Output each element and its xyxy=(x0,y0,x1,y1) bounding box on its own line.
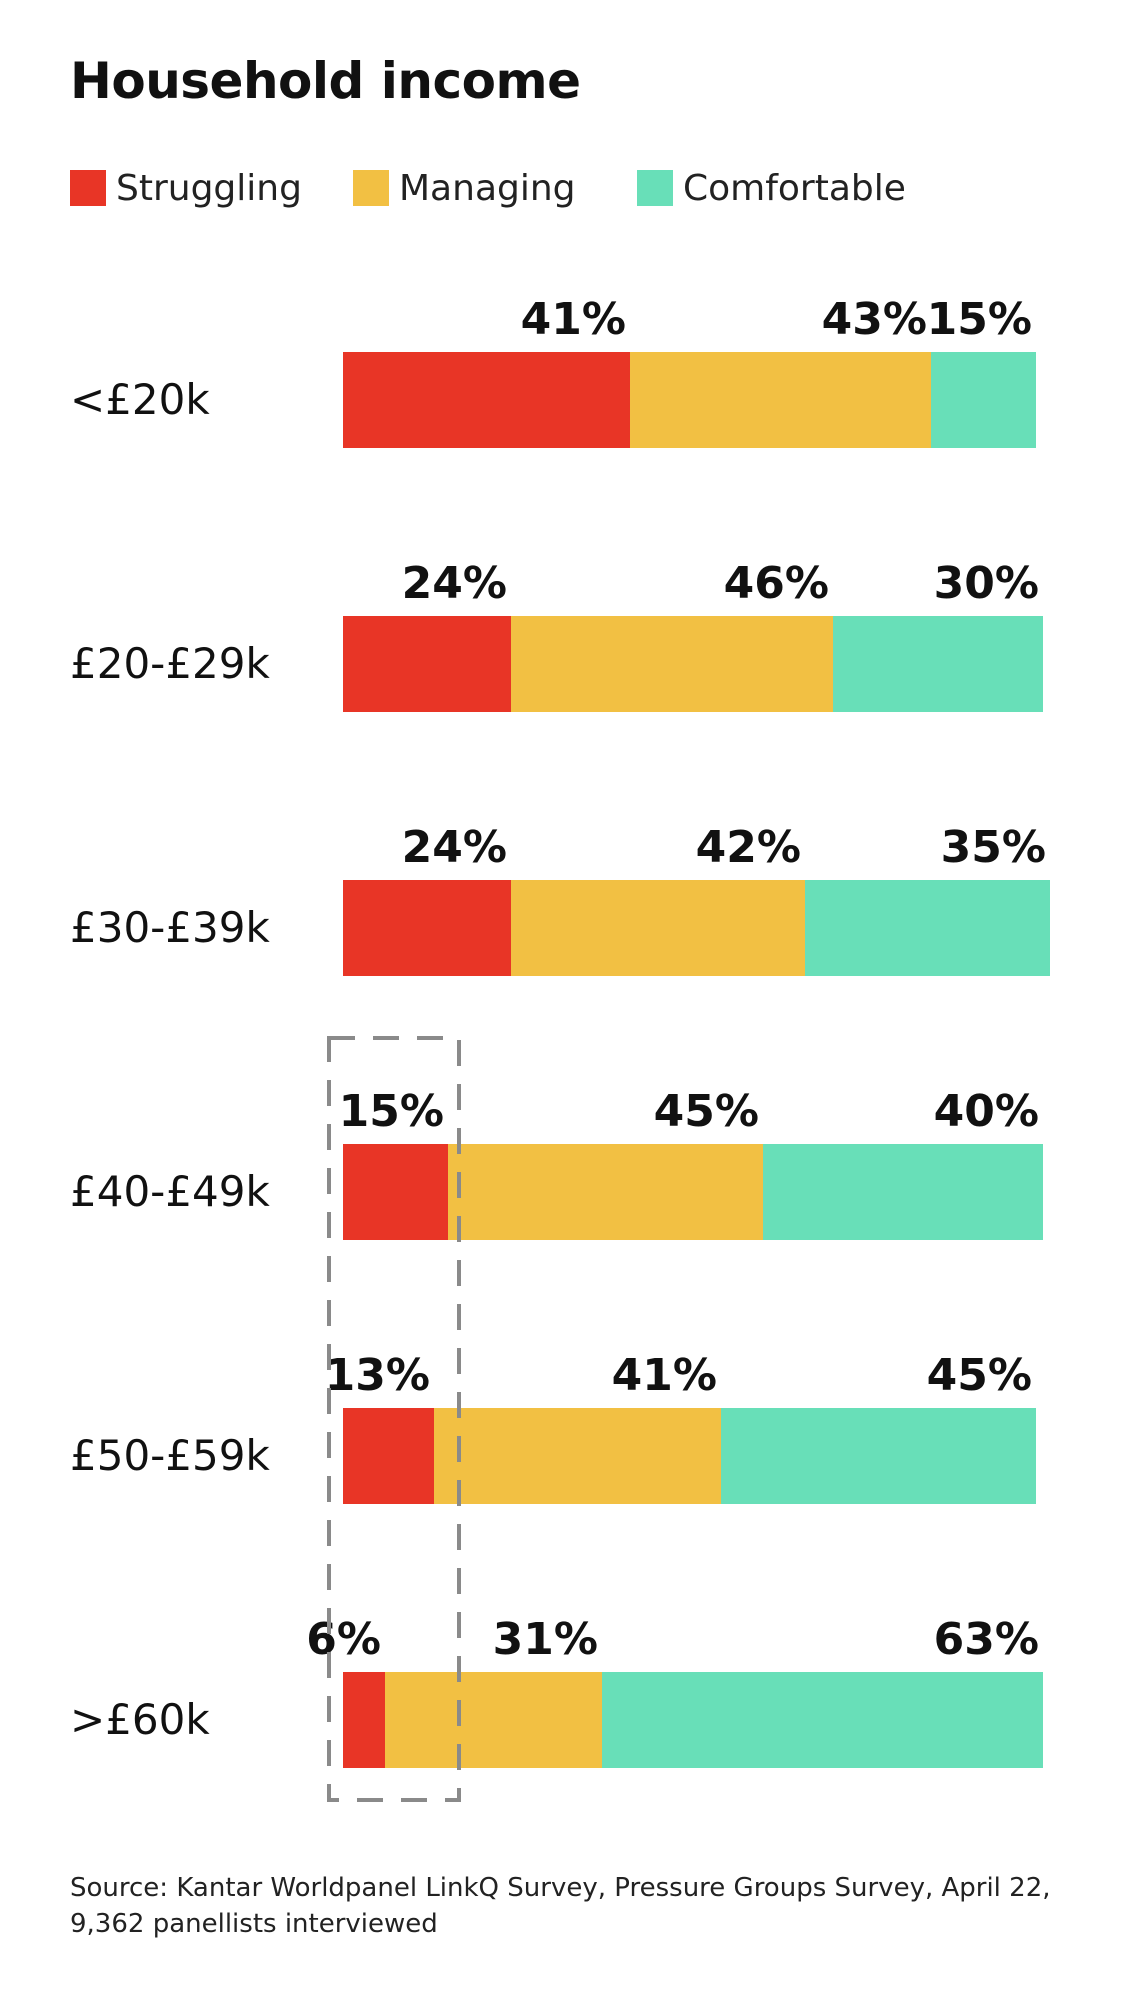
bar-segment-comfortable xyxy=(602,1672,1043,1768)
category-label: £30-£39k xyxy=(70,903,270,952)
chart-title: Household income xyxy=(70,52,581,110)
bar-segment-struggling xyxy=(343,352,630,448)
legend-label-managing: Managing xyxy=(399,167,576,209)
bar-segment-comfortable xyxy=(721,1408,1036,1504)
bar-segment-struggling xyxy=(343,1408,434,1504)
data-label-managing: 31% xyxy=(493,1614,598,1665)
highlight-box xyxy=(327,1036,461,1802)
bar-segment-comfortable xyxy=(931,352,1036,448)
legend-swatch-comfortable xyxy=(637,170,673,206)
bar-segment-managing xyxy=(385,1672,602,1768)
data-label-comfortable: 15% xyxy=(927,294,1032,345)
source-note: Source: Kantar Worldpanel LinkQ Survey, … xyxy=(70,1870,1070,1942)
category-label: £40-£49k xyxy=(70,1167,270,1216)
data-label-managing: 46% xyxy=(724,558,829,609)
bar-segment-struggling xyxy=(343,880,511,976)
legend-swatch-managing xyxy=(353,170,389,206)
category-label: >£60k xyxy=(70,1695,210,1744)
data-label-comfortable: 45% xyxy=(927,1350,1032,1401)
legend-item-struggling: Struggling xyxy=(70,166,302,210)
legend-item-managing: Managing xyxy=(353,166,576,210)
data-label-struggling: 13% xyxy=(325,1350,430,1401)
bar-segment-managing xyxy=(511,616,833,712)
data-label-comfortable: 40% xyxy=(934,1086,1039,1137)
bar-segment-struggling xyxy=(343,1144,448,1240)
data-label-struggling: 6% xyxy=(306,1614,381,1665)
data-label-managing: 45% xyxy=(654,1086,759,1137)
bar-segment-managing xyxy=(630,352,931,448)
bar-segment-struggling xyxy=(343,1672,385,1768)
bar-segment-struggling xyxy=(343,616,511,712)
category-label: £50-£59k xyxy=(70,1431,270,1480)
legend-label-comfortable: Comfortable xyxy=(683,167,906,209)
legend-label-struggling: Struggling xyxy=(116,167,302,209)
data-label-struggling: 24% xyxy=(402,558,507,609)
source-line-2: 9,362 panellists interviewed xyxy=(70,1909,438,1939)
data-label-comfortable: 35% xyxy=(941,822,1046,873)
bar-segment-comfortable xyxy=(805,880,1050,976)
data-label-managing: 41% xyxy=(612,1350,717,1401)
data-label-struggling: 15% xyxy=(339,1086,444,1137)
category-label: <£20k xyxy=(70,375,210,424)
data-label-struggling: 41% xyxy=(521,294,626,345)
source-line-1: Source: Kantar Worldpanel LinkQ Survey, … xyxy=(70,1873,1051,1903)
bar-segment-comfortable xyxy=(763,1144,1043,1240)
legend-item-comfortable: Comfortable xyxy=(637,166,906,210)
data-label-managing: 43% xyxy=(822,294,927,345)
data-label-comfortable: 30% xyxy=(934,558,1039,609)
category-label: £20-£29k xyxy=(70,639,270,688)
bar-segment-managing xyxy=(448,1144,763,1240)
bar-segment-managing xyxy=(434,1408,721,1504)
data-label-managing: 42% xyxy=(696,822,801,873)
data-label-struggling: 24% xyxy=(402,822,507,873)
bar-segment-comfortable xyxy=(833,616,1043,712)
bar-segment-managing xyxy=(511,880,805,976)
data-label-comfortable: 63% xyxy=(934,1614,1039,1665)
legend-swatch-struggling xyxy=(70,170,106,206)
